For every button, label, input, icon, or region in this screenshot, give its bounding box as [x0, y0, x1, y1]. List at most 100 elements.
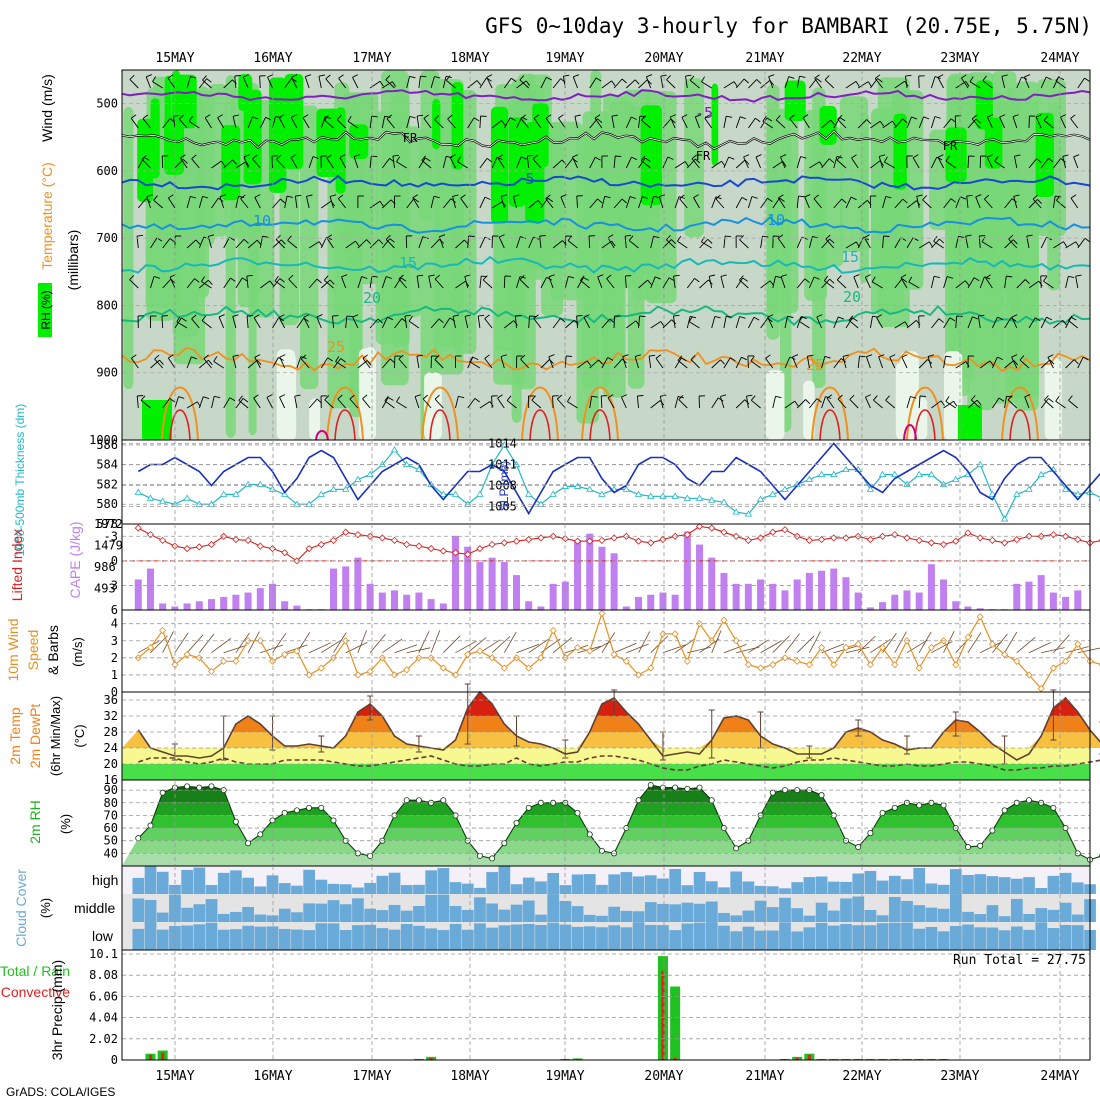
- wind-barb: [129, 279, 139, 289]
- wind-barb: [874, 78, 883, 89]
- temp-band-cool: [122, 764, 1090, 780]
- surface-wind-barb: [382, 638, 403, 654]
- wind-barb-flag: [852, 317, 858, 322]
- thickness-point: [1074, 490, 1082, 497]
- wind-barb-flag: [812, 235, 819, 239]
- wind-barb: [337, 398, 347, 409]
- wind-barb-flag: [1021, 76, 1028, 80]
- wind-barb-flag: [546, 276, 553, 281]
- wind-barb: [516, 156, 522, 169]
- wind-barb-flag: [739, 275, 744, 281]
- wind-barb: [607, 397, 615, 409]
- minmax-label: (6hr Min/Max): [48, 696, 63, 776]
- contour-label: FR: [696, 149, 711, 163]
- rh-band: [349, 117, 363, 418]
- wind-barb: [650, 321, 662, 329]
- wind-barb: [977, 316, 981, 329]
- thickness-point: [866, 485, 875, 492]
- lifted-index-point: [708, 524, 716, 532]
- cloud-fraction-bar: [803, 927, 816, 950]
- thickness-point: [598, 490, 606, 497]
- cape-bar: [525, 601, 533, 610]
- thickness-point: [268, 485, 277, 492]
- wind-barb: [211, 197, 219, 209]
- rh2m-point: [916, 802, 923, 809]
- cloud-fraction-bar: [254, 926, 267, 950]
- lifted-index-point: [293, 557, 301, 565]
- wind-barb: [622, 356, 627, 369]
- wind-barb-flag: [775, 395, 782, 399]
- very-hot-contour: [315, 430, 329, 441]
- wind-barb-flag: [800, 156, 807, 159]
- wind-barb-flag: [879, 120, 885, 127]
- thickness-point: [622, 485, 631, 492]
- wind-barb: [597, 276, 603, 289]
- wind-barb: [357, 239, 367, 249]
- wind-barb-flag: [557, 394, 563, 400]
- wind-barb: [889, 356, 896, 369]
- lifted-index-point: [1049, 531, 1057, 539]
- wind-barb: [394, 318, 403, 329]
- wind-barb-flag: [378, 239, 384, 245]
- wind-barb-flag: [739, 235, 744, 241]
- wind-barb-flag: [520, 354, 526, 360]
- cloud-fraction-bar: [827, 925, 840, 950]
- cloud-fraction-bar: [498, 909, 511, 922]
- wind-speed-point: [720, 616, 728, 624]
- cloud-fraction-bar: [388, 904, 401, 922]
- wind-barb: [857, 199, 868, 209]
- wind-barb-flag: [987, 114, 993, 118]
- wind-barb: [266, 397, 273, 409]
- wind-barb: [291, 77, 298, 89]
- wind-barb-flag: [789, 356, 796, 360]
- wind-barb-flag: [567, 235, 573, 241]
- cloud-fraction-bar: [693, 922, 706, 950]
- wind-barb: [833, 117, 841, 129]
- surface-wind-barb: [906, 639, 928, 654]
- wind-barb: [552, 240, 563, 249]
- wind-barb-flag: [778, 194, 784, 199]
- surface-wind-barb: [455, 640, 477, 654]
- wind-barb-flag: [945, 355, 952, 358]
- wind-barb: [1016, 76, 1022, 89]
- wind-barb: [606, 278, 615, 289]
- wind-barb-flag: [762, 116, 767, 122]
- contour-label: 25: [806, 356, 824, 374]
- wind-barb-flag: [634, 354, 641, 357]
- rh-dry-pocket: [803, 380, 815, 440]
- wind-barb: [943, 317, 951, 329]
- cloud-fraction-bar: [1059, 902, 1072, 922]
- cloud-fraction-bar: [413, 925, 425, 950]
- cape-bar: [647, 594, 655, 610]
- wind-barb: [1011, 316, 1018, 329]
- wind-barb: [141, 158, 151, 169]
- wind-barb-flag: [194, 278, 200, 283]
- wind-barb: [211, 396, 215, 409]
- wind-barb-flag: [214, 395, 221, 399]
- wind-barb: [398, 358, 408, 369]
- wind-barb: [967, 155, 970, 169]
- rh2m-point: [1001, 807, 1008, 814]
- wind-barb: [986, 157, 993, 169]
- lifted-index-point: [830, 534, 838, 542]
- wind-barb: [188, 121, 200, 129]
- wind-tick-label: 3: [111, 634, 118, 648]
- wind-barb: [223, 277, 231, 289]
- hot-contour: [334, 409, 356, 441]
- wind-speed-point: [647, 664, 655, 672]
- wind-barb-flag: [478, 314, 485, 317]
- wind-barb: [674, 161, 686, 169]
- wind-barb: [234, 75, 237, 89]
- wind-barb: [335, 361, 346, 369]
- lifted-index-point: [281, 549, 289, 557]
- cloud-fraction-bar: [510, 924, 523, 950]
- wind-barb-flag: [422, 394, 428, 400]
- wind-barb: [1065, 276, 1069, 289]
- wind-barb-flag: [219, 194, 226, 198]
- wind-barb: [748, 117, 756, 129]
- rh2m-point: [940, 802, 947, 809]
- wind-barb: [955, 280, 966, 289]
- cloud-fraction-bar: [132, 898, 145, 922]
- wind-barb: [845, 81, 857, 89]
- wind-barb-flag: [805, 399, 811, 405]
